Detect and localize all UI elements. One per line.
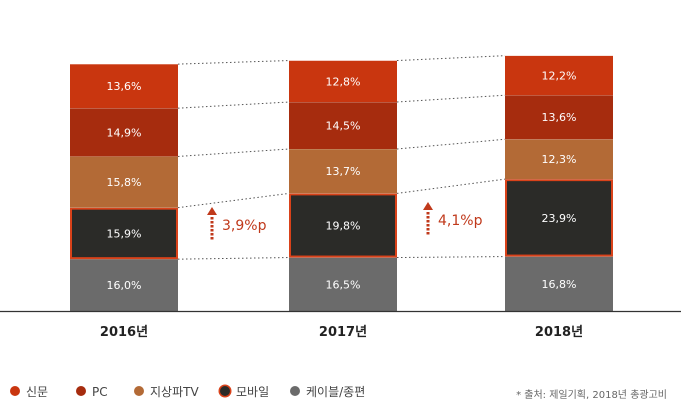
connector-line bbox=[396, 138, 506, 150]
data-label: 14,5% bbox=[326, 120, 361, 133]
data-label: 12,2% bbox=[542, 69, 577, 82]
bar-segment bbox=[70, 207, 178, 260]
arrow-dot bbox=[426, 224, 430, 227]
bar-segment bbox=[505, 55, 613, 96]
arrow-dot bbox=[210, 237, 214, 240]
bar-segment bbox=[289, 60, 397, 103]
bar-segment bbox=[289, 257, 397, 311]
bar-segment bbox=[289, 102, 397, 149]
arrow-dot bbox=[426, 216, 430, 219]
connector-line bbox=[177, 192, 290, 209]
arrow-dot bbox=[210, 225, 214, 228]
x-tick-label: 2016년 bbox=[100, 325, 148, 340]
connector-line bbox=[396, 256, 506, 259]
legend-swatch-icon bbox=[220, 386, 230, 396]
annotation-label: 4,1%p bbox=[438, 213, 483, 229]
arrow-dot bbox=[210, 221, 214, 224]
data-label: 19,8% bbox=[326, 219, 361, 232]
connector-line bbox=[396, 55, 506, 62]
legend-swatch-icon bbox=[134, 386, 144, 396]
connector-line bbox=[177, 148, 290, 157]
bar-segment-outline bbox=[505, 179, 613, 257]
connector-line bbox=[396, 94, 506, 103]
legend-label: 지상파TV bbox=[150, 385, 199, 399]
arrow-dot bbox=[426, 212, 430, 215]
connector-line bbox=[177, 60, 290, 65]
data-label: 23,9% bbox=[542, 212, 577, 225]
x-tick-label: 2018년 bbox=[535, 325, 583, 340]
bar-segment-outline bbox=[289, 193, 397, 258]
bar-segment bbox=[70, 64, 178, 109]
bar-segment bbox=[505, 95, 613, 140]
arrow-dot bbox=[210, 229, 214, 232]
arrow-dot bbox=[426, 232, 430, 235]
bar-segment bbox=[70, 156, 178, 208]
arrow-up-icon bbox=[207, 207, 217, 215]
legend-label: PC bbox=[92, 385, 108, 399]
bar-segment bbox=[505, 256, 613, 311]
data-label: 15,8% bbox=[107, 176, 142, 189]
bar-segment bbox=[70, 259, 178, 311]
bar-segment bbox=[289, 149, 397, 194]
data-label: 12,8% bbox=[326, 75, 361, 88]
arrow-up-icon bbox=[423, 202, 433, 210]
data-label: 12,3% bbox=[542, 153, 577, 166]
legend-swatch-icon bbox=[10, 386, 20, 396]
legend-swatch-icon bbox=[290, 386, 300, 396]
bar-segment bbox=[505, 139, 613, 180]
growth-annotation: 3,9%p bbox=[207, 207, 267, 240]
bar-segment bbox=[70, 108, 178, 157]
legend-label: 케이블/종편 bbox=[306, 385, 366, 399]
data-label: 13,6% bbox=[107, 80, 142, 93]
connector-line bbox=[177, 257, 290, 260]
x-tick-label: 2017년 bbox=[319, 325, 367, 340]
legend-swatch-icon bbox=[76, 386, 86, 396]
connector-line bbox=[396, 178, 506, 194]
data-label: 16,0% bbox=[107, 279, 142, 292]
data-label: 13,7% bbox=[326, 165, 361, 178]
bar-segment-outline bbox=[70, 207, 178, 260]
data-label: 16,8% bbox=[542, 278, 577, 291]
connector-line bbox=[177, 101, 290, 109]
arrow-dot bbox=[426, 220, 430, 223]
arrow-dot bbox=[210, 217, 214, 220]
legend: 신문 PC 지상파TV 모바일 케이블/종편 bbox=[10, 380, 530, 400]
bar-segment bbox=[505, 179, 613, 257]
arrow-dot bbox=[426, 228, 430, 231]
legend-label: 신문 bbox=[26, 385, 49, 399]
annotation-label: 3,9%p bbox=[222, 218, 267, 234]
bar-segment bbox=[289, 193, 397, 258]
source-note: * 출처: 제일기획, 2018년 총광고비 bbox=[516, 390, 667, 401]
legend-label: 모바일 bbox=[236, 385, 270, 399]
arrow-dot bbox=[210, 233, 214, 236]
growth-annotation: 4,1%p bbox=[423, 202, 483, 235]
data-label: 14,9% bbox=[107, 126, 142, 139]
data-label: 13,6% bbox=[542, 111, 577, 124]
data-label: 16,5% bbox=[326, 278, 361, 291]
data-label: 15,9% bbox=[107, 227, 142, 240]
